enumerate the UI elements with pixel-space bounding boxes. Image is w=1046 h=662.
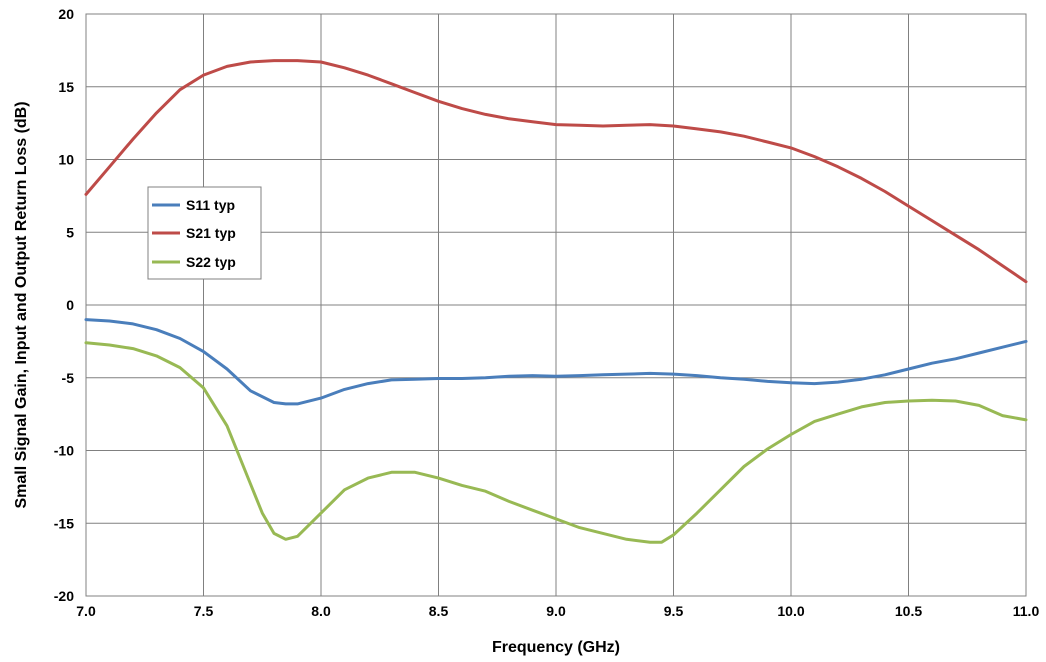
legend-label-s11: S11 typ (186, 197, 235, 213)
x-tick-label: 7.0 (76, 603, 96, 619)
x-axis-title: Frequency (GHz) (492, 639, 620, 656)
y-tick-label: 5 (66, 224, 74, 240)
x-tick-label: 9.5 (664, 603, 684, 619)
y-tick-label: -20 (54, 588, 74, 604)
series-lines (84, 59, 1028, 544)
x-tick-label: 11.0 (1013, 603, 1040, 619)
y-tick-label: -15 (54, 515, 74, 531)
legend-label-s22: S22 typ (186, 254, 236, 270)
series-line-s11 (84, 318, 1028, 406)
y-tick-label: -5 (62, 370, 75, 386)
legend: S11 typ S21 typ S22 typ (147, 186, 262, 280)
x-tick-label: 10.5 (895, 603, 922, 619)
y-tick-labels: 20 15 10 5 0 -5 -10 -15 -20 (54, 6, 74, 604)
y-axis-title: Small Signal Gain, Input and Output Retu… (13, 101, 30, 508)
x-tick-label: 8.0 (311, 603, 331, 619)
y-tick-label: -10 (54, 443, 74, 459)
x-tick-label: 7.5 (194, 603, 214, 619)
legend-label-s21: S21 typ (186, 225, 236, 241)
y-tick-label: 0 (66, 297, 74, 313)
series-line-s22 (84, 341, 1028, 544)
x-tick-label: 9.0 (546, 603, 566, 619)
x-tick-label: 8.5 (429, 603, 449, 619)
y-tick-label: 20 (58, 6, 74, 22)
y-tick-label: 10 (58, 152, 74, 168)
x-tick-label: 10.0 (777, 603, 804, 619)
x-tick-labels: 7.0 7.5 8.0 8.5 9.0 9.5 10.0 10.5 11.0 (76, 603, 1039, 619)
series-line-s21 (84, 59, 1028, 284)
y-tick-label: 15 (58, 79, 74, 95)
